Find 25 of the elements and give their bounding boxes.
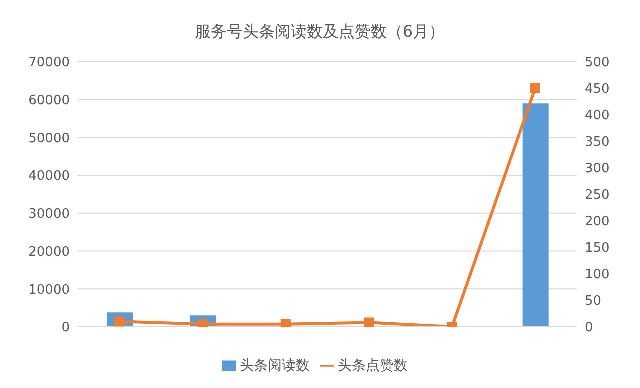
bar: [522, 104, 549, 327]
y2-tick-label: 350: [585, 135, 610, 150]
y2-tick-label: 0: [585, 320, 594, 336]
y-tick-label: 0: [62, 320, 70, 336]
y2-tick-label: 50: [585, 294, 602, 310]
chart-title: 服务号头条阅读数及点赞数（6月）: [194, 21, 446, 43]
y2-tick-label: 450: [585, 82, 610, 98]
y2-tick-label: 300: [585, 162, 610, 177]
y-tick-label: 70000: [28, 56, 70, 71]
y-tick-label: 60000: [28, 93, 70, 108]
legend-label: 头条阅读数: [240, 358, 310, 374]
y-tick-label: 20000: [28, 244, 70, 260]
y-tick-label: 30000: [28, 207, 70, 222]
y2-tick-label: 250: [585, 188, 610, 204]
y-tick-label: 40000: [28, 169, 70, 184]
y-tick-label: 10000: [28, 282, 70, 298]
y2-tick-label: 500: [585, 56, 610, 71]
y2-tick-label: 400: [585, 108, 610, 124]
y2-tick-label: 200: [585, 214, 610, 230]
y2-tick-label: 100: [585, 268, 610, 283]
point: [364, 318, 374, 327]
y2-tick-label: 150: [585, 241, 610, 256]
y-tick-label: 50000: [28, 131, 70, 146]
legend-label: 头条点赞数: [338, 358, 408, 374]
point: [530, 84, 540, 94]
